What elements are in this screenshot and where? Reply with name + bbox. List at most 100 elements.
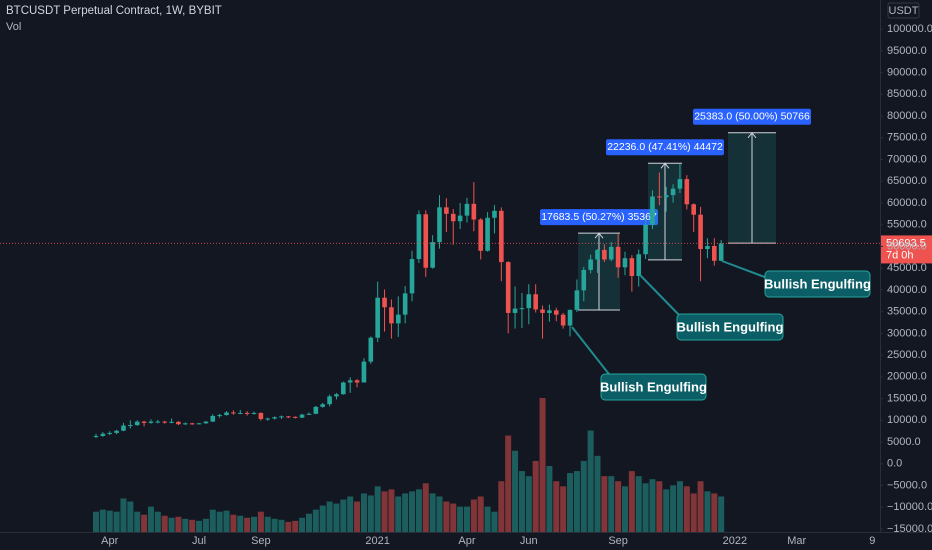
volume-bar [127,501,134,532]
candle-body [499,210,504,263]
measure-label: 22236.0 (47.41%) 44472 [607,141,723,153]
candle-body [395,314,401,324]
volume-bar [567,473,574,532]
volume-bar [360,493,367,532]
y-tick-label: 35000.0 [887,306,927,318]
volume-bar [402,493,409,532]
volume-bar [113,511,120,532]
y-tick-label: 85000.0 [887,88,927,100]
volume-bar [154,511,161,532]
candle-body [368,337,374,362]
y-tick-label: 10000.0 [887,414,927,426]
measure-label-box [606,139,724,156]
y-tick-label: 60000.0 [887,197,927,209]
candle-body [409,259,415,294]
candle-body [361,361,367,383]
volume-bar [409,491,416,532]
volume-bar [711,493,718,532]
candle-body [677,179,683,189]
measure-label: 17683.5 (50.27%) 35367 [541,211,657,223]
candle-body [718,243,724,261]
y-tick-label: 80000.0 [887,110,927,122]
volume-bar [134,511,141,532]
volume-bar [683,486,690,532]
currency-label[interactable]: USDT [889,5,919,17]
candle-body [128,425,133,427]
candle-body [574,290,580,310]
volume-bar [635,476,642,532]
y-tick-label: −15000.0 [887,523,932,535]
candle-body [416,214,422,260]
candle-body [237,412,243,414]
y-tick-label: 100000.0 [887,23,932,35]
y-tick-label: 95000.0 [887,45,927,57]
currency-box[interactable] [887,2,920,19]
volume-bar [580,460,587,532]
volume-bar [237,515,244,532]
candle-body [684,179,690,205]
candle-body [402,293,408,315]
y-tick-label: 50000.0 [887,240,927,252]
volume-bar [587,430,594,532]
candle-body [608,246,614,260]
volume-bar [553,481,560,532]
volume-bar [704,491,711,532]
volume-bar [532,460,539,532]
volume-bar [182,518,189,532]
volume-bar [429,493,436,532]
candle-body [148,421,154,423]
measure-label-box [540,209,658,226]
volume-bar [319,505,326,532]
measure-label-box [693,108,811,125]
candle-body [251,412,257,414]
volume-bar [271,518,278,532]
candle-body [622,258,628,268]
volume-bar [189,519,196,532]
callout-box [600,373,707,401]
volume-label: Vol [6,21,21,33]
candle-body [224,412,229,416]
y-tick-label: 45000.0 [887,262,927,274]
volume-bar [147,506,154,532]
volume-bar [608,476,615,532]
chart-title: BTCUSDT Perpetual Contract, 1W, BYBIT [6,5,222,17]
callout-pointer [721,260,771,280]
volume-bar [663,489,670,532]
volume-bar [354,501,361,532]
candle-body [450,213,456,222]
candle-body [588,259,593,270]
volume-bar [333,503,340,532]
x-tick-label: Mar [787,535,806,547]
volume-bar [175,516,182,532]
x-tick-label: 2021 [365,535,389,547]
candle-body [595,249,600,260]
volume-bar [546,466,553,532]
candle-body [437,207,442,243]
candle-body [183,423,188,425]
y-tick-label: 20000.0 [887,371,927,383]
volume-bar [120,498,127,532]
volume-bar [718,496,725,532]
volume-bar [340,499,347,532]
candle-body [519,308,525,310]
candle-body [155,421,161,423]
y-tick-label: 0.0 [887,458,902,470]
x-tick-label: Sep [251,535,271,547]
volume-bar [676,481,683,532]
volume-bar [257,511,264,532]
candle-body [162,421,167,423]
candle-body [313,406,319,414]
candle-body [560,314,566,326]
candle-body [382,297,387,308]
volume-bar [299,517,306,532]
volume-bar [512,450,519,532]
candle-body [169,421,174,423]
volume-bar [196,520,203,532]
volume-bar [457,506,464,532]
candle-body [134,421,140,426]
y-tick-label: 25000.0 [887,349,927,361]
volume-bar [415,489,422,532]
candle-body [581,269,587,291]
volume-bar [422,483,429,532]
candle-body [389,307,394,324]
